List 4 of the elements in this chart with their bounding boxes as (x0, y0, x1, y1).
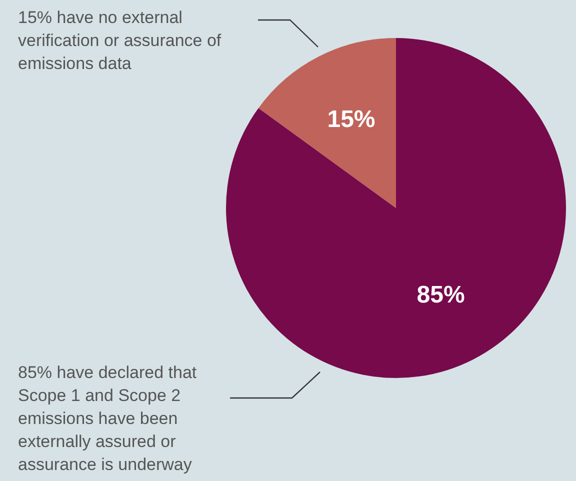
data-label: 85% (416, 281, 465, 308)
data-label: 15% (327, 106, 376, 133)
text: 15% have no external verification or assurance of emissions data (18, 7, 222, 75)
text: 85% have declared that Scope 1 and Scope 2 emissions have been externally assured or assurance is underway (18, 362, 198, 476)
